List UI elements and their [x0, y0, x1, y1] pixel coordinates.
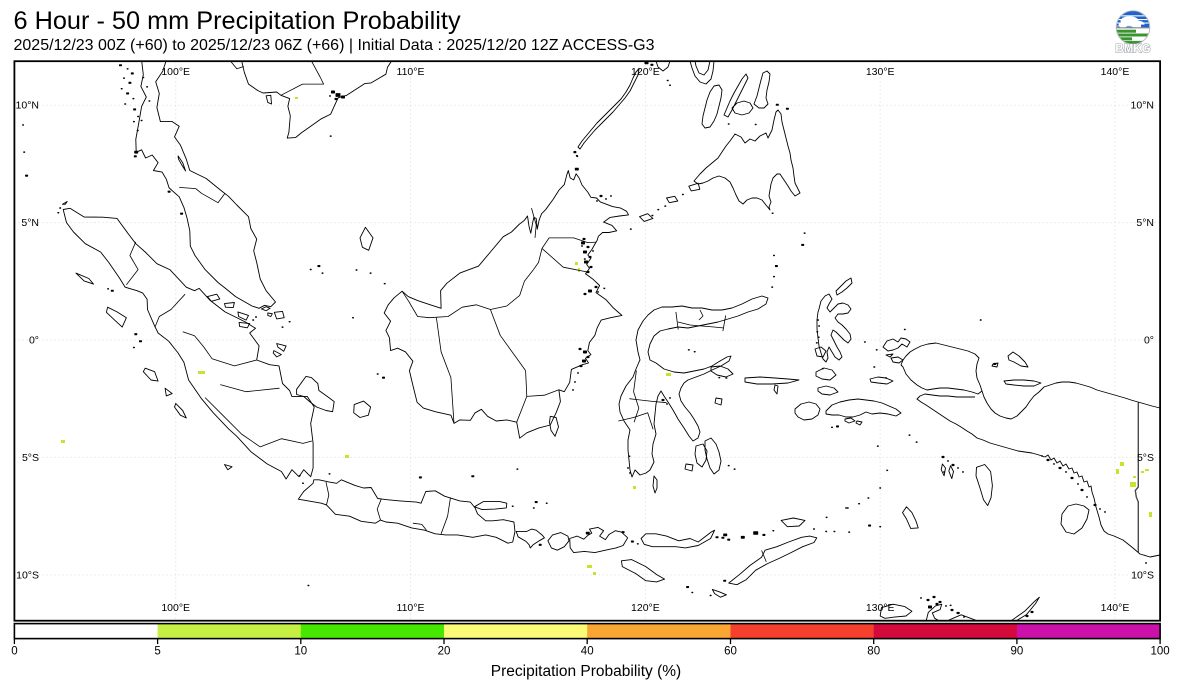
svg-text:2025/12/23 00Z (+60) to 2025/1: 2025/12/23 00Z (+60) to 2025/12/23 06Z (…: [14, 37, 655, 54]
svg-text:5°S: 5°S: [1137, 452, 1154, 464]
svg-text:140°E: 140°E: [1101, 602, 1130, 614]
svg-text:80: 80: [867, 646, 880, 658]
svg-text:0: 0: [11, 646, 17, 658]
svg-text:5°N: 5°N: [1136, 217, 1154, 229]
svg-text:5°N: 5°N: [21, 217, 39, 229]
svg-text:6 Hour - 50 mm Precipitation P: 6 Hour - 50 mm Precipitation Probability: [14, 7, 461, 35]
svg-text:10°N: 10°N: [1131, 100, 1154, 112]
svg-text:130°E: 130°E: [866, 66, 895, 78]
svg-text:Precipitation Probability (%): Precipitation Probability (%): [491, 663, 681, 680]
svg-text:90: 90: [1011, 646, 1024, 658]
svg-text:40: 40: [581, 646, 594, 658]
svg-text:10: 10: [294, 646, 307, 658]
svg-text:120°E: 120°E: [631, 602, 660, 614]
svg-text:140°E: 140°E: [1101, 66, 1130, 78]
svg-text:120°E: 120°E: [631, 66, 660, 78]
svg-text:BMKG: BMKG: [1115, 44, 1150, 56]
svg-text:0°: 0°: [29, 335, 39, 347]
svg-text:60: 60: [724, 646, 737, 658]
svg-text:110°E: 110°E: [397, 66, 425, 78]
svg-text:10°N: 10°N: [16, 100, 39, 112]
svg-text:110°E: 110°E: [397, 602, 425, 614]
svg-text:100°E: 100°E: [161, 602, 190, 614]
svg-text:130°E: 130°E: [866, 602, 895, 614]
svg-text:100: 100: [1151, 646, 1170, 658]
svg-text:10°S: 10°S: [16, 569, 39, 581]
svg-text:5: 5: [154, 646, 160, 658]
svg-text:20: 20: [438, 646, 451, 658]
svg-text:0°: 0°: [1144, 335, 1154, 347]
svg-text:5°S: 5°S: [22, 452, 39, 464]
svg-text:10°S: 10°S: [1131, 569, 1154, 581]
svg-text:100°E: 100°E: [161, 66, 190, 78]
